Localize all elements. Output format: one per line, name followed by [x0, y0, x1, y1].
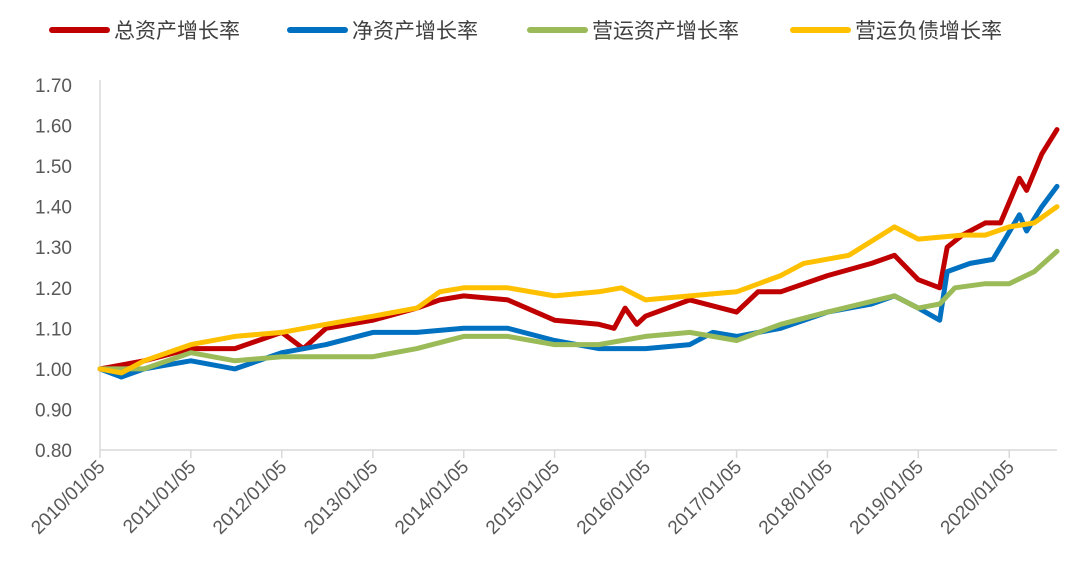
legend-label: 总资产增长率	[114, 19, 240, 43]
series-line-2	[97, 248, 1060, 372]
series-line-1	[97, 183, 1060, 380]
legend-item-1: 净资产增长率	[287, 19, 478, 43]
y-tick-label: 1.00	[35, 360, 72, 381]
legend-item-2: 营运资产增长率	[527, 19, 739, 43]
series-line-0	[97, 127, 1060, 372]
y-axis: 0.80 0.90 1.00 1.10 1.20 1.30 1.40 1.50 1.60 1.70	[35, 76, 101, 462]
y-tick-label: 1.60	[35, 117, 72, 138]
x-axis: 2010/01/05 2011/01/05 2012/01/05 2013/01/05…	[27, 449, 1057, 539]
x-tick-label: 2011/01/05	[119, 457, 200, 538]
y-tick-label: 1.20	[35, 279, 72, 300]
legend-item-3: 营运负债增长率	[790, 19, 1002, 43]
series-lines	[97, 127, 1060, 380]
y-tick-label: 1.30	[35, 238, 72, 259]
y-tick-label: 1.10	[35, 319, 72, 340]
series-line-3	[97, 204, 1060, 376]
y-tick-label: 1.40	[35, 198, 72, 219]
legend-label: 营运资产增长率	[592, 19, 739, 43]
y-tick-label: 1.50	[35, 157, 72, 178]
y-tick-label: 1.70	[35, 76, 72, 97]
legend: 总资产增长率 净资产增长率 营运资产增长率 营运负债增长率	[49, 19, 1002, 43]
x-tick-label: 2016/01/05	[573, 457, 655, 539]
x-tick-label: 2010/01/05	[27, 457, 109, 539]
legend-label: 净资产增长率	[352, 19, 478, 43]
x-tick-label: 2017/01/05	[664, 457, 746, 539]
x-tick-label: 2014/01/05	[391, 457, 473, 539]
x-tick-label: 2013/01/05	[300, 457, 382, 539]
x-tick-label: 2019/01/05	[846, 457, 928, 539]
x-tick-label: 2012/01/05	[209, 457, 291, 539]
y-tick-label: 0.80	[35, 441, 72, 462]
x-tick-label: 2015/01/05	[482, 457, 564, 539]
y-tick-label: 0.90	[35, 400, 72, 421]
legend-label: 营运负债增长率	[855, 19, 1002, 43]
x-tick-label: 2020/01/05	[937, 457, 1019, 539]
legend-item-0: 总资产增长率	[49, 19, 240, 43]
x-tick-label: 2018/01/05	[755, 457, 837, 539]
